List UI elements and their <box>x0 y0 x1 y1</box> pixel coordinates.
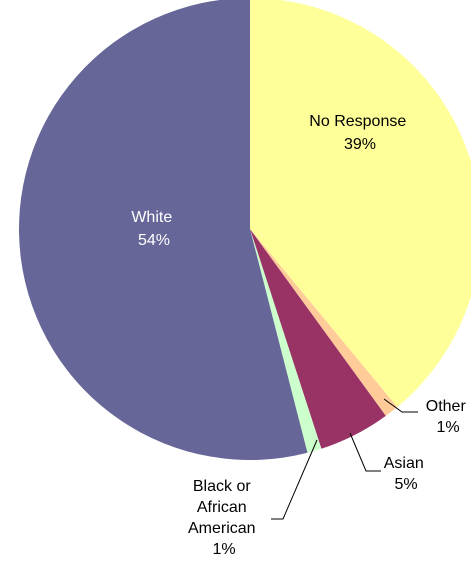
data-label-white-name: White <box>131 209 172 226</box>
data-label-no-response: No Response 39% <box>309 113 410 153</box>
data-label-no-response-percent: 39% <box>344 136 376 153</box>
pie-slice-other <box>250 229 398 416</box>
pie-slice-black-or-african-american <box>250 229 322 453</box>
data-label-no-response-name: No Response <box>309 113 406 130</box>
data-label-black-or-african-american-name-line-2: African <box>197 499 247 516</box>
data-label-white: White 54% <box>131 209 176 249</box>
data-label-black-or-african-american: Black or African American 1% <box>188 478 260 558</box>
leader-line-other <box>383 398 418 413</box>
pie-slice-white <box>19 0 308 460</box>
data-label-black-or-african-american-name-line-1: Black or <box>193 478 251 495</box>
data-label-asian: Asian 5% <box>384 455 428 493</box>
leader-line-black-or-african-american <box>271 439 318 520</box>
data-labels: No Response 39% White 54% Other 1% Asian… <box>131 113 470 558</box>
data-label-white-percent: 54% <box>138 232 170 249</box>
pie-slice-no-response <box>250 0 471 407</box>
data-label-other-percent: 1% <box>436 419 459 436</box>
pie-slices <box>19 0 471 460</box>
data-label-other-name: Other <box>426 398 467 415</box>
data-label-black-or-african-american-name-line-3: American <box>188 520 256 537</box>
pie-slice-asian <box>250 229 386 449</box>
data-label-other: Other 1% <box>426 398 470 436</box>
data-label-black-or-african-american-percent: 1% <box>212 541 235 558</box>
leader-line-asian <box>349 432 381 472</box>
data-label-asian-percent: 5% <box>394 476 417 493</box>
data-label-asian-name: Asian <box>384 455 424 472</box>
leader-lines <box>271 398 418 520</box>
